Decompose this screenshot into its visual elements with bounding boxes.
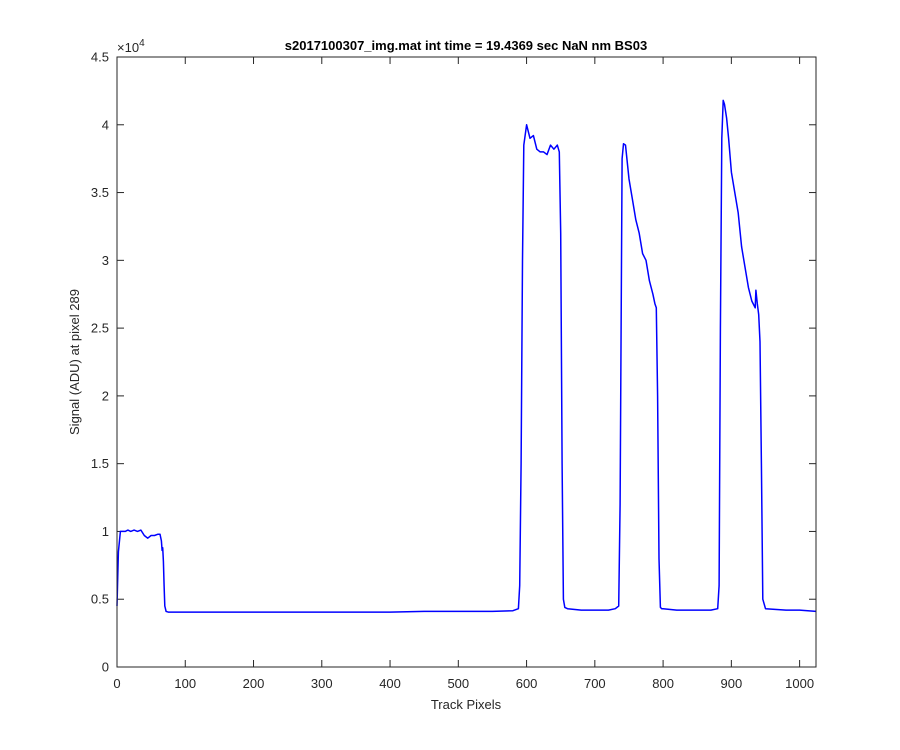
y-axis-multiplier: ×104 [117, 38, 145, 55]
y-tick-label: 3.5 [91, 185, 109, 200]
signal-line [116, 99, 817, 613]
chart-title: s2017100307_img.mat int time = 19.4369 s… [285, 38, 647, 53]
x-tick-label: 900 [721, 676, 743, 691]
x-tick-label: 200 [243, 676, 265, 691]
y-multiplier-exponent: 4 [139, 38, 145, 49]
x-tick-label: 1000 [785, 676, 814, 691]
tick-labels: 0 100 200 300 400 500 600 700 800 900 1000 0 0.5 1 1.5… [91, 50, 814, 692]
x-tick-label: 700 [584, 676, 606, 691]
x-axis-label: Track Pixels [431, 697, 502, 712]
svg-text:×104: ×104 [117, 38, 145, 55]
y-axis-label: Signal (ADU) at pixel 289 [67, 289, 82, 435]
x-tick-label: 0 [113, 676, 120, 691]
x-tick-label: 100 [174, 676, 196, 691]
y-tick-label: 0.5 [91, 592, 109, 607]
x-tick-label: 400 [379, 676, 401, 691]
x-tick-label: 300 [311, 676, 333, 691]
y-tick-label: 4 [102, 117, 109, 132]
y-tick-label: 0 [102, 660, 109, 675]
y-multiplier-base: ×10 [117, 40, 139, 55]
y-tick-label: 2.5 [91, 321, 109, 336]
y-tick-label: 3 [102, 253, 109, 268]
y-tick-label: 1 [102, 524, 109, 539]
x-tick-label: 800 [652, 676, 674, 691]
x-tick-label: 600 [516, 676, 538, 691]
y-tick-label: 4.5 [91, 50, 109, 65]
y-tick-label: 2 [102, 388, 109, 403]
x-tick-label: 500 [447, 676, 469, 691]
axes-box [116, 56, 817, 668]
y-tick-label: 1.5 [91, 456, 109, 471]
plot-area [117, 57, 816, 667]
